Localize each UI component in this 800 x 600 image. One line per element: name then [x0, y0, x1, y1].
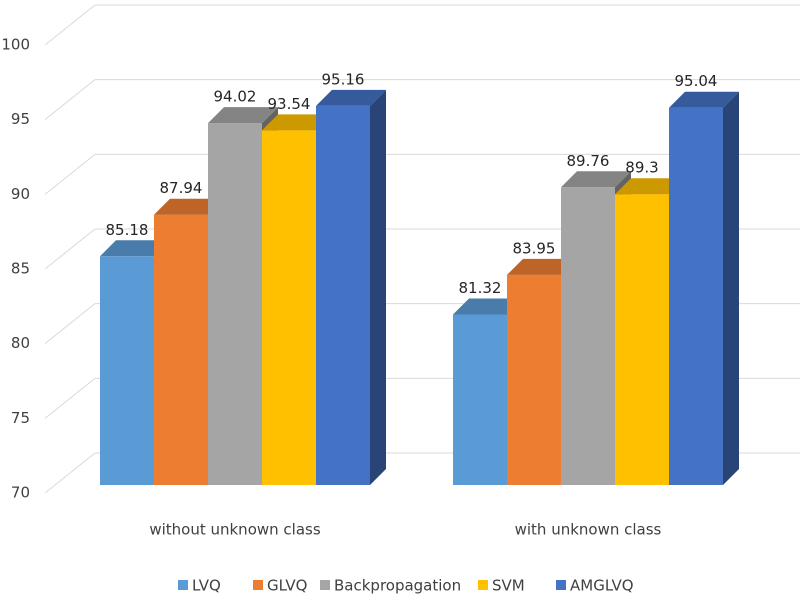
legend-swatch [320, 580, 330, 590]
value-label: 93.54 [268, 95, 311, 113]
legend-swatch [478, 580, 488, 590]
y-tick-label: 85 [11, 260, 30, 278]
y-tick-label: 95 [11, 110, 30, 128]
value-label: 81.32 [459, 279, 502, 297]
bar [100, 256, 154, 485]
grid-line [44, 79, 800, 121]
value-label: 94.02 [214, 88, 257, 106]
legend-label: LVQ [192, 577, 221, 595]
bar-top [615, 178, 685, 195]
x-tick-label: with unknown class [515, 521, 662, 539]
bar-side [723, 91, 739, 486]
bar-top [453, 298, 523, 315]
bar [507, 274, 561, 485]
y-tick-label: 70 [11, 484, 30, 502]
value-label: 89.3 [625, 159, 658, 177]
bar-top [208, 107, 278, 124]
bar-top [262, 114, 332, 131]
value-label: 89.76 [567, 152, 610, 170]
x-tick-label: without unknown class [149, 521, 321, 539]
legend-label: SVM [492, 577, 525, 595]
value-label: 95.04 [675, 72, 718, 90]
bar-top [316, 89, 386, 106]
bar-top [561, 171, 631, 188]
value-label: 87.94 [160, 179, 203, 197]
grid-line [44, 4, 800, 46]
value-label: 95.16 [322, 70, 365, 88]
bar [561, 187, 615, 486]
y-tick-label: 75 [11, 409, 30, 427]
legend-label: GLVQ [267, 577, 307, 595]
bar [316, 105, 370, 485]
bar-side [370, 89, 386, 485]
y-tick-label: 90 [11, 185, 30, 203]
bar-top [669, 91, 739, 108]
legend-label: Backpropagation [334, 577, 461, 595]
grid-line [44, 153, 800, 195]
value-label: 83.95 [513, 239, 556, 257]
bar [453, 314, 507, 485]
bar-top [507, 258, 577, 275]
bar [615, 194, 669, 486]
legend-label: AMGLVQ [570, 577, 634, 595]
legend-swatch [556, 580, 566, 590]
legend-swatch [178, 580, 188, 590]
bar [208, 123, 262, 485]
bar-top [100, 240, 170, 257]
bar [262, 130, 316, 485]
y-tick-label: 80 [11, 334, 30, 352]
value-label: 85.18 [106, 221, 149, 239]
legend-swatch [253, 580, 263, 590]
bar [669, 107, 723, 486]
y-tick-label: 100 [1, 36, 30, 54]
bar [154, 214, 208, 486]
bar-top [154, 198, 224, 215]
